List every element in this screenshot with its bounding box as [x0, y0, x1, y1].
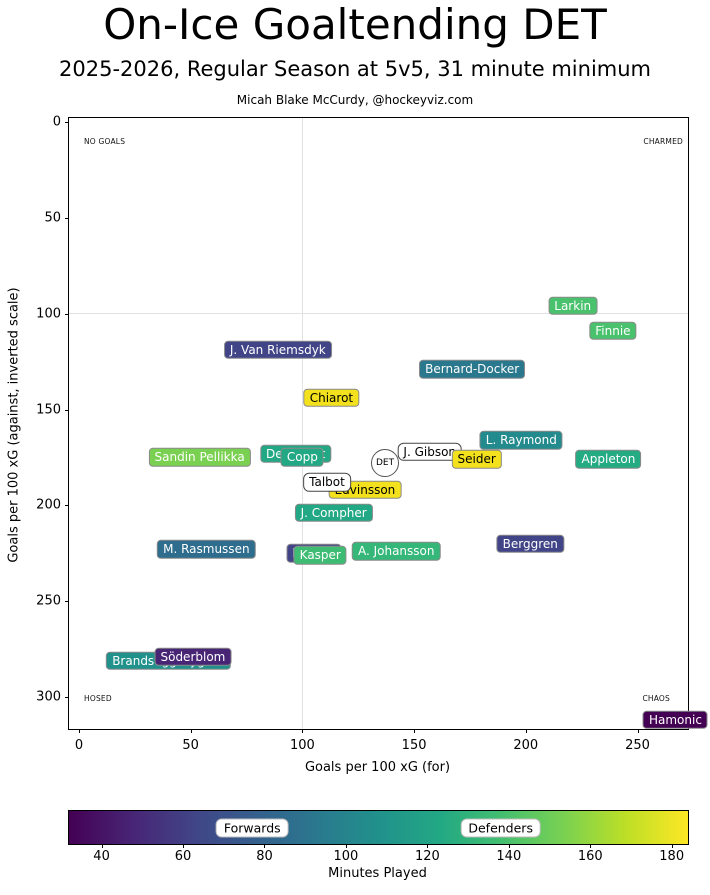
player-point: Larkin — [548, 296, 598, 316]
player-point: L. Raymond — [479, 430, 563, 450]
corner-label-chaos: CHAOS — [642, 694, 670, 703]
player-point: M. Rasmussen — [157, 540, 256, 559]
x-tick-label: 200 — [513, 738, 539, 753]
y-tick-label: 250 — [36, 593, 61, 609]
x-tick — [302, 729, 304, 733]
y-tick — [65, 217, 69, 219]
colorbar-tick-label: 160 — [577, 849, 603, 864]
player-point: A. Johansson — [351, 542, 441, 561]
player-point: Seider — [451, 450, 502, 469]
minutes-colorbar: 40 60 80 100 120 140 160 180 Forwards Defenders — [68, 810, 689, 864]
player-point: Kasper — [293, 545, 347, 565]
player-point: Talbot — [303, 473, 351, 492]
corner-label-no-goals: NO GOALS — [84, 137, 126, 146]
x-tick-label: 100 — [289, 738, 315, 753]
corner-label-hosed: HOSED — [84, 694, 112, 703]
reference-line-x100 — [301, 118, 303, 729]
colorbar-tick — [345, 844, 347, 848]
colorbar-tick — [101, 844, 103, 848]
colorbar-tick — [427, 844, 429, 848]
colorbar-tick — [264, 844, 266, 848]
colorbar-tick-label: 140 — [496, 849, 522, 864]
x-tick-label: 50 — [182, 738, 199, 753]
colorbar-axis-label: Minutes Played — [328, 866, 427, 881]
corner-label-charmed: CHARMED — [643, 137, 683, 146]
colorbar-tick-label: 60 — [174, 849, 192, 864]
y-tick-label: 200 — [36, 497, 61, 513]
y-tick — [65, 697, 69, 698]
player-point: Finnie — [589, 321, 637, 341]
colorbar-annotation: Forwards — [215, 818, 289, 837]
colorbar-tick-label: 180 — [659, 849, 685, 864]
plot-area: NO GOALS CHARMED HOSED CHAOS 0 50 100 150 20… — [36, 115, 708, 753]
chart-subtitle: 2025-2026, Regular Season at 5v5, 31 min… — [59, 57, 651, 81]
x-tick-label: 250 — [625, 738, 650, 753]
colorbar-tick-label: 120 — [414, 849, 440, 864]
colorbar-tick — [508, 844, 510, 848]
x-tick — [190, 729, 192, 733]
x-tick — [637, 729, 639, 733]
colorbar-tick — [671, 844, 673, 848]
chart-attribution: Micah Blake McCurdy, @hockeyviz.com — [236, 93, 474, 107]
colorbar-tick-label: 40 — [93, 849, 110, 864]
y-tick-label: 300 — [36, 689, 61, 705]
x-tick — [79, 729, 80, 733]
y-tick — [65, 601, 69, 603]
player-point: J. Compher — [294, 503, 373, 523]
x-tick-label: 150 — [401, 738, 427, 753]
player-point: J. Gibson — [397, 442, 463, 461]
y-tick-label: 50 — [44, 210, 61, 226]
colorbar-tick — [590, 844, 592, 848]
player-point: Appleton — [575, 450, 642, 469]
y-tick — [65, 409, 69, 411]
x-axis-label: Goals per 100 xG (for) — [304, 760, 451, 775]
y-tick — [65, 505, 69, 507]
colorbar-tick-label: 80 — [256, 849, 273, 864]
player-point: Hamonic — [642, 710, 708, 730]
x-tick — [414, 729, 416, 733]
team-point-det: DET — [371, 449, 400, 478]
player-point: Chiarot — [303, 388, 360, 408]
x-tick — [525, 729, 527, 733]
y-tick — [65, 122, 69, 123]
chart-title: On-Ice Goaltending DET — [103, 0, 607, 49]
y-tick-label: 0 — [52, 114, 61, 130]
y-tick-label: 100 — [36, 306, 61, 322]
colorbar-tick-label: 100 — [333, 849, 359, 864]
y-axis-label: Goals per 100 xG (against, inverted scal… — [6, 287, 22, 563]
y-tick — [65, 313, 69, 315]
reference-line-y100 — [69, 313, 688, 315]
player-point: Söderblom — [154, 647, 232, 666]
player-point: J. Van Riemsdyk — [223, 340, 332, 360]
player-point: Bernard-Docker — [419, 360, 526, 379]
colorbar-annotation: Defenders — [460, 818, 541, 837]
y-tick-label: 150 — [36, 402, 61, 417]
colorbar-tick — [183, 844, 185, 848]
player-point: Berggren — [496, 534, 564, 553]
x-tick-label: 0 — [74, 738, 84, 753]
player-point: Copp — [280, 448, 324, 467]
player-point: Sandin Pellikka — [148, 448, 251, 467]
